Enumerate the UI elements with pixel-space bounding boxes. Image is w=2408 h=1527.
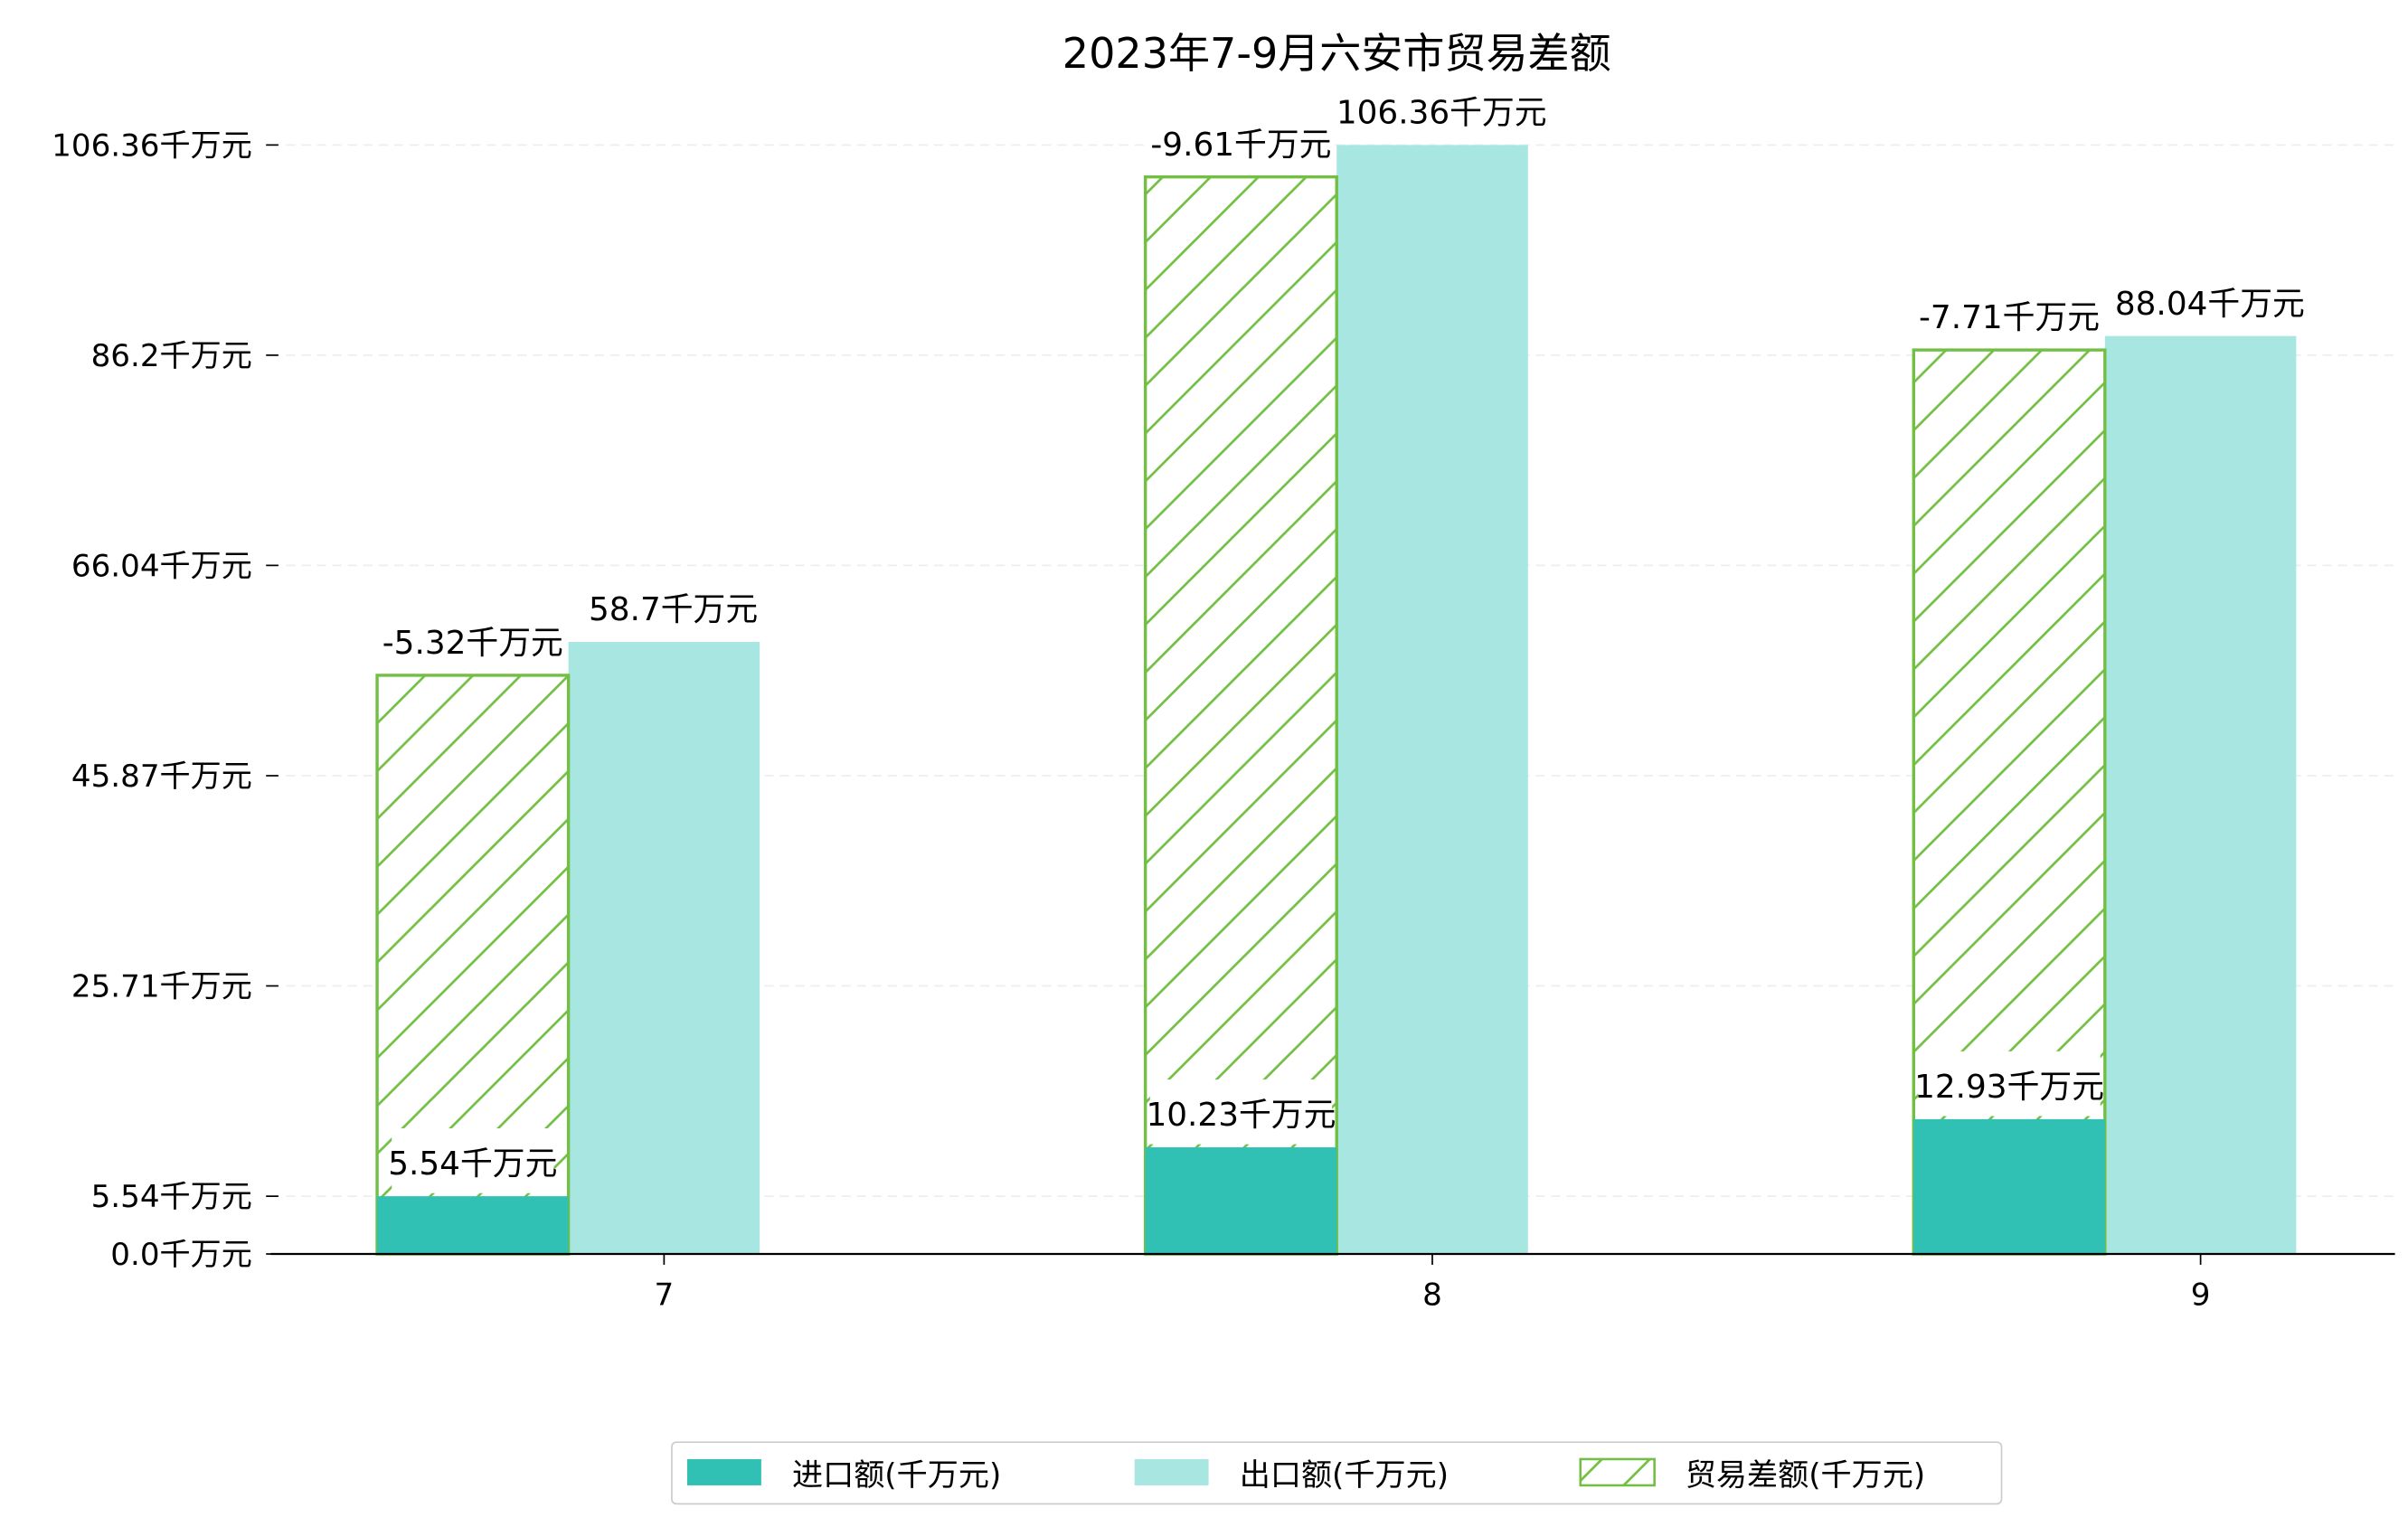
- data-label-export-bg: [2119, 268, 2301, 334]
- legend-label-import: 进口额(千万元): [792, 1457, 1001, 1494]
- y-tick-label: 45.87千万元: [71, 759, 252, 795]
- data-label-import: 12.93千万元: [1914, 1069, 2104, 1106]
- chart-title: 2023年7-9月六安市贸易差额: [1062, 29, 1611, 78]
- data-label-balance-bg: [382, 607, 564, 673]
- legend: 进口额(千万元) 出口额(千万元) 贸易差额(千万元): [671, 1441, 2003, 1505]
- legend-swatch-import: [686, 1458, 761, 1485]
- data-label-import: 10.23千万元: [1146, 1097, 1336, 1134]
- data-label-balance-bg: [1149, 108, 1333, 174]
- x-tick-label: 8: [1422, 1277, 1442, 1313]
- data-label-export: 106.36千万元: [1336, 94, 1547, 131]
- data-label-import: 5.54千万元: [388, 1145, 557, 1183]
- legend-swatch-export: [1134, 1458, 1209, 1485]
- bar-import: [377, 1196, 569, 1255]
- y-tick-label: 5.54千万元: [91, 1179, 252, 1215]
- y-tick-label: 66.04千万元: [71, 548, 252, 584]
- x-tick-label: 9: [2191, 1277, 2211, 1313]
- data-label-export-bg: [1340, 77, 1543, 142]
- bar-export: [568, 642, 760, 1255]
- bar-balance: [1912, 348, 2107, 1256]
- bar-import: [1145, 1147, 1337, 1255]
- data-label-balance: -7.71千万元: [1919, 299, 2100, 336]
- y-tick-label: 86.2千万元: [91, 338, 252, 374]
- legend-swatch-balance: [1579, 1457, 1656, 1487]
- data-label-export: 88.04千万元: [2115, 286, 2305, 323]
- bar-export: [2104, 335, 2297, 1255]
- y-tick-label: 106.36千万元: [52, 127, 252, 164]
- bar-balance: [1143, 174, 1338, 1256]
- y-tick-label: 25.71千万元: [71, 968, 252, 1004]
- data-label-balance: -9.61千万元: [1150, 127, 1331, 164]
- x-tick-label: 7: [655, 1277, 675, 1313]
- legend-label-export: 出口额(千万元): [1240, 1457, 1449, 1494]
- data-label-export: 58.7千万元: [589, 591, 758, 628]
- data-label-import-bg: [1149, 1079, 1333, 1145]
- legend-label-balance: 贸易差额(千万元): [1686, 1457, 1925, 1494]
- data-label-import-bg: [1918, 1051, 2101, 1117]
- data-label-export-bg: [592, 573, 755, 639]
- bar-import: [1913, 1118, 2105, 1255]
- bar-export: [1336, 145, 1528, 1255]
- data-label-balance-bg: [1918, 282, 2101, 347]
- y-tick-label: 0.0千万元: [110, 1237, 252, 1273]
- data-label-import-bg: [392, 1128, 554, 1193]
- data-label-balance: -5.32千万元: [382, 625, 563, 662]
